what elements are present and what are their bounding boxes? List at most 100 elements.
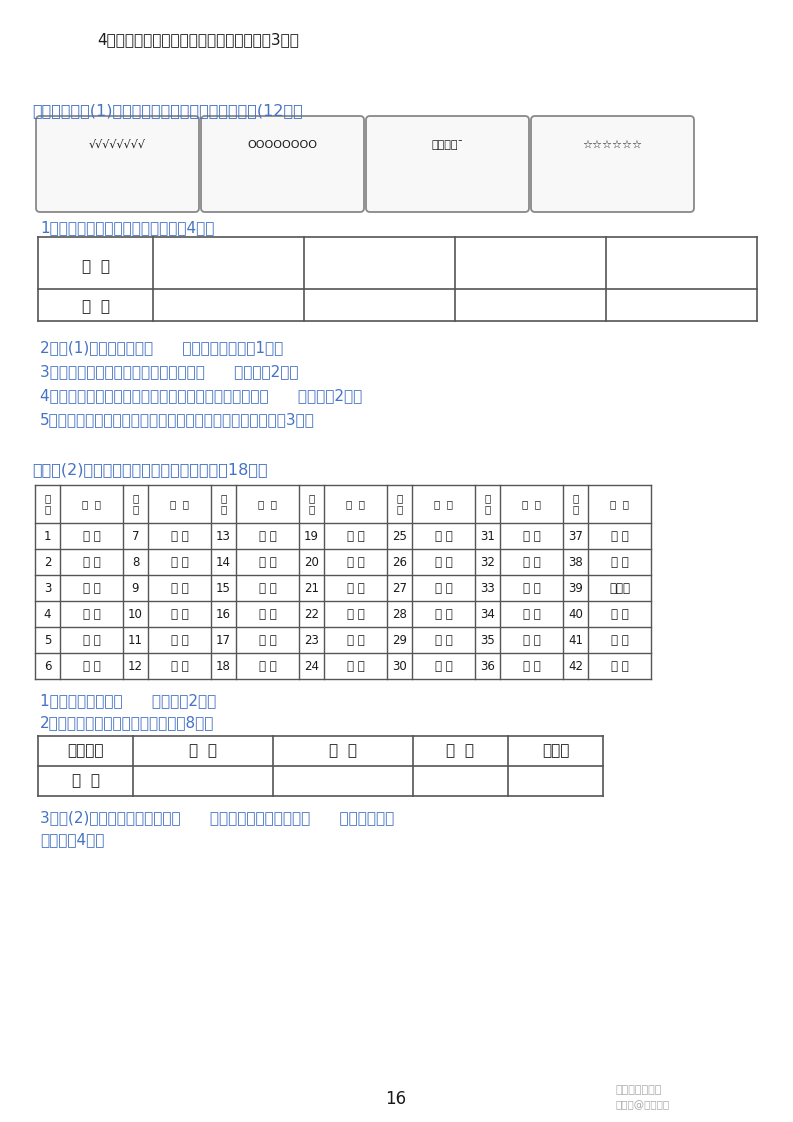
Text: 9: 9 [132,581,140,595]
Text: 41: 41 [568,634,583,646]
Text: 良  好: 良 好 [329,744,357,758]
Text: 29: 29 [392,634,407,646]
Text: 14: 14 [216,555,231,569]
Text: 优 秀: 优 秀 [259,607,277,620]
Text: 成  绩: 成 绩 [522,499,541,509]
Text: 及  格: 及 格 [446,744,474,758]
Text: 良 好: 良 好 [170,581,189,595]
FancyBboxPatch shape [531,116,694,212]
Text: 优 秀: 优 秀 [435,555,452,569]
Text: 学
号: 学 号 [132,494,139,514]
Text: √√√√√√√√: √√√√√√√√ [89,140,146,150]
Text: 不及格: 不及格 [609,581,630,595]
Text: 38: 38 [568,555,583,569]
Text: 成  绩: 成 绩 [82,499,101,509]
Text: 优 秀: 优 秀 [435,530,452,543]
FancyBboxPatch shape [201,116,364,212]
Text: 优 秀: 优 秀 [347,530,364,543]
Text: 成  绩: 成 绩 [170,499,189,509]
FancyBboxPatch shape [36,116,199,212]
Text: 28: 28 [392,607,407,620]
Text: 人  数: 人 数 [71,773,99,789]
Text: 16: 16 [385,1089,407,1109]
Text: 良 好: 良 好 [611,660,628,672]
Text: 3．二(2)班上学期数学成绩得（      ）等级的人数最多，得（      ）等级的人数: 3．二(2)班上学期数学成绩得（ ）等级的人数最多，得（ ）等级的人数 [40,810,394,825]
Text: ☆☆☆☆☆☆: ☆☆☆☆☆☆ [583,140,642,150]
Text: 优 秀: 优 秀 [82,581,101,595]
Text: 23: 23 [304,634,319,646]
Text: 成  绩: 成 绩 [434,499,453,509]
Text: 36: 36 [480,660,495,672]
Text: 优 秀: 优 秀 [435,660,452,672]
Text: 良 好: 良 好 [347,634,364,646]
Text: 24: 24 [304,660,319,672]
Text: 26: 26 [392,555,407,569]
Text: OOOOOOOO: OOOOOOOO [247,140,317,150]
Text: 最少。（4分）: 最少。（4分） [40,833,105,847]
Text: 4．如果每人都只选其中一种玩具，那么这个班一共有（      ）人。（2分）: 4．如果每人都只选其中一种玩具，那么这个班一共有（ ）人。（2分） [40,388,362,403]
Text: 32: 32 [480,555,495,569]
Text: 4: 4 [44,607,52,620]
Text: 17: 17 [216,634,231,646]
Text: 19: 19 [304,530,319,543]
Text: 良 好: 良 好 [82,555,101,569]
Text: 18: 18 [216,660,231,672]
Text: 及 格: 及 格 [523,660,540,672]
Text: 10: 10 [128,607,143,620]
Text: 学
号: 学 号 [573,494,579,514]
Text: 学
号: 学 号 [220,494,227,514]
Text: 良 好: 良 好 [259,555,277,569]
Text: 21: 21 [304,581,319,595]
Text: 良 好: 良 好 [170,660,189,672]
Text: 良 好: 良 好 [435,607,452,620]
Text: 学
号: 学 号 [396,494,403,514]
Text: 优 秀: 优 秀 [435,634,452,646]
Text: 优 秀: 优 秀 [611,607,628,620]
Text: 良 好: 良 好 [82,660,101,672]
Text: 6: 6 [44,660,52,672]
Text: 六、二(2)班上学期的数学成绩如下表。（共18分）: 六、二(2)班上学期的数学成绩如下表。（共18分） [32,462,267,477]
Text: 40: 40 [568,607,583,620]
Text: 4．你还能提出其他数学问题并解答吗？（3分）: 4．你还能提出其他数学问题并解答吗？（3分） [97,33,299,47]
Text: 25: 25 [392,530,407,543]
Text: 优 秀: 优 秀 [259,634,277,646]
Text: 玩  具: 玩 具 [82,259,109,275]
Text: 良 好: 良 好 [523,555,540,569]
Text: 优 秀: 优 秀 [611,555,628,569]
Text: 优 秀: 优 秀 [82,530,101,543]
Text: 优 秀: 优 秀 [347,555,364,569]
Text: 学
号: 学 号 [308,494,315,514]
Text: 优 秀: 优 秀 [170,634,189,646]
Text: 优 秀: 优 秀 [259,581,277,595]
Text: 15: 15 [216,581,231,595]
Text: 人  数: 人 数 [82,300,109,314]
Text: 五、下面是二(1)班同学最喜欢的玩具的统计情况。(12分）: 五、下面是二(1)班同学最喜欢的玩具的统计情况。(12分） [32,103,303,118]
Text: 学
号: 学 号 [485,494,491,514]
Text: 1．这个班一共有（      ）人。（2分）: 1．这个班一共有（ ）人。（2分） [40,693,216,708]
Text: 2．把上面的统计结果填入下表。（8分）: 2．把上面的统计结果填入下表。（8分） [40,715,214,730]
Text: 16: 16 [216,607,231,620]
Text: 2．二(1)班同学最喜欢（      ）的人数最多。（1分）: 2．二(1)班同学最喜欢（ ）的人数最多。（1分） [40,340,283,355]
Text: 优  秀: 优 秀 [189,744,217,758]
Text: 34: 34 [480,607,495,620]
Text: 优 秀: 优 秀 [523,530,540,543]
Text: 优 秀: 优 秀 [347,660,364,672]
Text: 5．如果你是店主，你的店里应多购进什么玩具？为什么？（3分）: 5．如果你是店主，你的店里应多购进什么玩具？为什么？（3分） [40,412,315,427]
Text: 搜狐号@射精箭斗: 搜狐号@射精箭斗 [615,1100,669,1110]
Text: 优 秀: 优 秀 [170,607,189,620]
Text: 优 秀: 优 秀 [259,530,277,543]
Text: 37: 37 [568,530,583,543]
Text: 中小学满分学苑: 中小学满分学苑 [615,1085,661,1095]
Text: 39: 39 [568,581,583,595]
Text: 成  绩: 成 绩 [610,499,629,509]
Text: 13: 13 [216,530,231,543]
Text: 优 秀: 优 秀 [523,634,540,646]
Text: 优 秀: 优 秀 [347,607,364,620]
Text: 42: 42 [568,660,583,672]
Text: 优 秀: 优 秀 [523,607,540,620]
FancyBboxPatch shape [366,116,529,212]
Text: 8: 8 [132,555,140,569]
Text: 30: 30 [392,660,407,672]
Text: 22: 22 [304,607,319,620]
Text: 优 秀: 优 秀 [170,555,189,569]
